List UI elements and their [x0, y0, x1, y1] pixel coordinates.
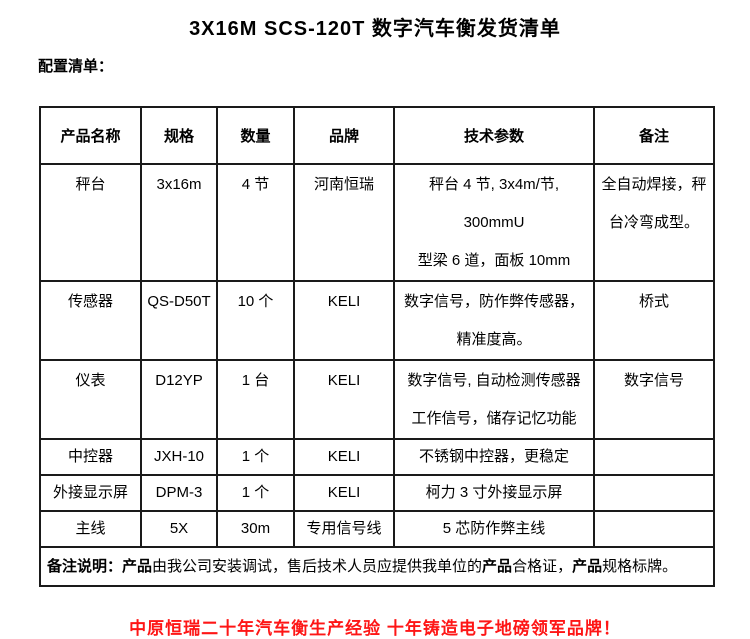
cell-params: 数字信号，防作弊传感器， 精准度高。 [393, 280, 595, 361]
cell-params: 数字信号, 自动检测传感器 工作信号，储存记忆功能 [393, 359, 595, 440]
cell-remark [593, 510, 715, 548]
cell-params: 秤台 4 节, 3x4m/节, 300mmU 型梁 6 道，面板 10mm [393, 163, 595, 282]
cell-spec: QS-D50T [140, 280, 218, 361]
page: 3X16M SCS-120T 数字汽车衡发货清单 配置清单： 产品名称 规格 数量品… [38, 18, 715, 638]
cell-remark: 数字信号 [593, 359, 715, 440]
cell-remark [593, 474, 715, 512]
cell-qty: 10 个 [216, 280, 295, 361]
cell-product-name: 传感器 [39, 280, 142, 361]
cell-params: 5 芯防作弊主线 [393, 510, 595, 548]
cell-qty: 1 台 [216, 359, 295, 440]
table-row-0: 秤台 3x16m 4 节河南恒瑞 秤台 4 节, 3x4m/节, 300mmU 型梁 … [39, 163, 715, 282]
cell-params: 柯力 3 寸外接显示屏 [393, 474, 595, 512]
cell-spec: 3x16m [140, 163, 218, 282]
cell-spec: DPM-3 [140, 474, 218, 512]
header-cell-1: 规格 [140, 106, 218, 165]
cell-qty: 1 个 [216, 438, 295, 476]
table-row-4: 外接显示屏 DPM-3 1 个 KELI 柯力 3 寸外接显示屏 [39, 474, 715, 512]
cell-spec: D12YP [140, 359, 218, 440]
note-segment: 备注说明： [47, 558, 123, 575]
cell-qty: 1 个 [216, 474, 295, 512]
note-segment: 规格标牌。 [602, 558, 678, 575]
header-cell-5: 备注 [593, 106, 715, 165]
table-row-3: 中控器 JXH-10 1 个 KELI 不锈钢中控器，更稳定 [39, 438, 715, 476]
cell-product-name: 中控器 [39, 438, 142, 476]
cell-product-name: 仪表 [39, 359, 142, 440]
cell-spec: JXH-10 [140, 438, 218, 476]
cell-brand: 专用信号线 [293, 510, 395, 548]
cell-brand: KELI [293, 280, 395, 361]
cell-remark: 全自动焊接，秤 台冷弯成型。 [593, 163, 715, 282]
cell-product-name: 外接显示屏 [39, 474, 142, 512]
header-cell-0: 产品名称 [39, 106, 142, 165]
header-cell-3: 品牌 [293, 106, 395, 165]
table-row-1: 传感器 QS-D50T 10 个 KELI 数字信号，防作弊传感器， 精准度高。 桥式 [39, 280, 715, 361]
header-cell-4: 技术参数 [393, 106, 595, 165]
cell-brand: KELI [293, 474, 395, 512]
cell-qty: 30m [216, 510, 295, 548]
cell-brand: KELI [293, 359, 395, 440]
table-header-row: 产品名称 规格 数量 品牌 技术参数 备注 [39, 106, 715, 165]
cell-remark [593, 438, 715, 476]
cell-brand: KELI [293, 438, 395, 476]
cell-spec: 5X [140, 510, 218, 548]
note-segment: 产品 [122, 558, 153, 575]
note-row: 备注说明：产品由我公司安装调试，售后技术人员应提供我单位的产品合格证，产品规格标… [39, 546, 715, 587]
header-cell-2: 数量 [216, 106, 295, 165]
note-segment: 产品 [482, 558, 513, 575]
cell-remark: 桥式 [593, 280, 715, 361]
table-row-2: 仪表 D12YP 1 台 KELI 数字信号, 自动检测传感器 工作信号，储存记忆功能数… [39, 359, 715, 440]
note-segment: 由我公司安装调试，售后技术人员应提供我单位的 [152, 558, 483, 575]
config-list-label: 配置清单： [38, 58, 114, 75]
note-text: 备注说明：产品由我公司安装调试，售后技术人员应提供我单位的产品合格证，产品规格标… [39, 546, 715, 587]
cell-brand: 河南恒瑞 [293, 163, 395, 282]
cell-qty: 4 节 [216, 163, 295, 282]
note-segment: 产品 [572, 558, 603, 575]
cell-product-name: 主线 [39, 510, 142, 548]
cell-product-name: 秤台 [39, 163, 142, 282]
footer-slogan: 中原恒瑞二十年汽车衡生产经验 十年铸造电子地磅领军品牌！ [129, 619, 621, 638]
shipping-list-table: 产品名称 规格 数量 品牌 技术参数 备注 秤台 3x16m 4 节河南恒瑞 秤台 4 节, 3… [39, 106, 715, 587]
page-title: 3X16M SCS-120T 数字汽车衡发货清单 [189, 18, 561, 40]
table-row-5: 主线 5X 30m 专用信号线 5 芯防作弊主线 [39, 510, 715, 548]
table-body: 秤台 3x16m 4 节河南恒瑞 秤台 4 节, 3x4m/节, 300mmU 型梁 … [39, 163, 715, 587]
note-segment: 合格证， [512, 558, 573, 575]
cell-params: 不锈钢中控器，更稳定 [393, 438, 595, 476]
